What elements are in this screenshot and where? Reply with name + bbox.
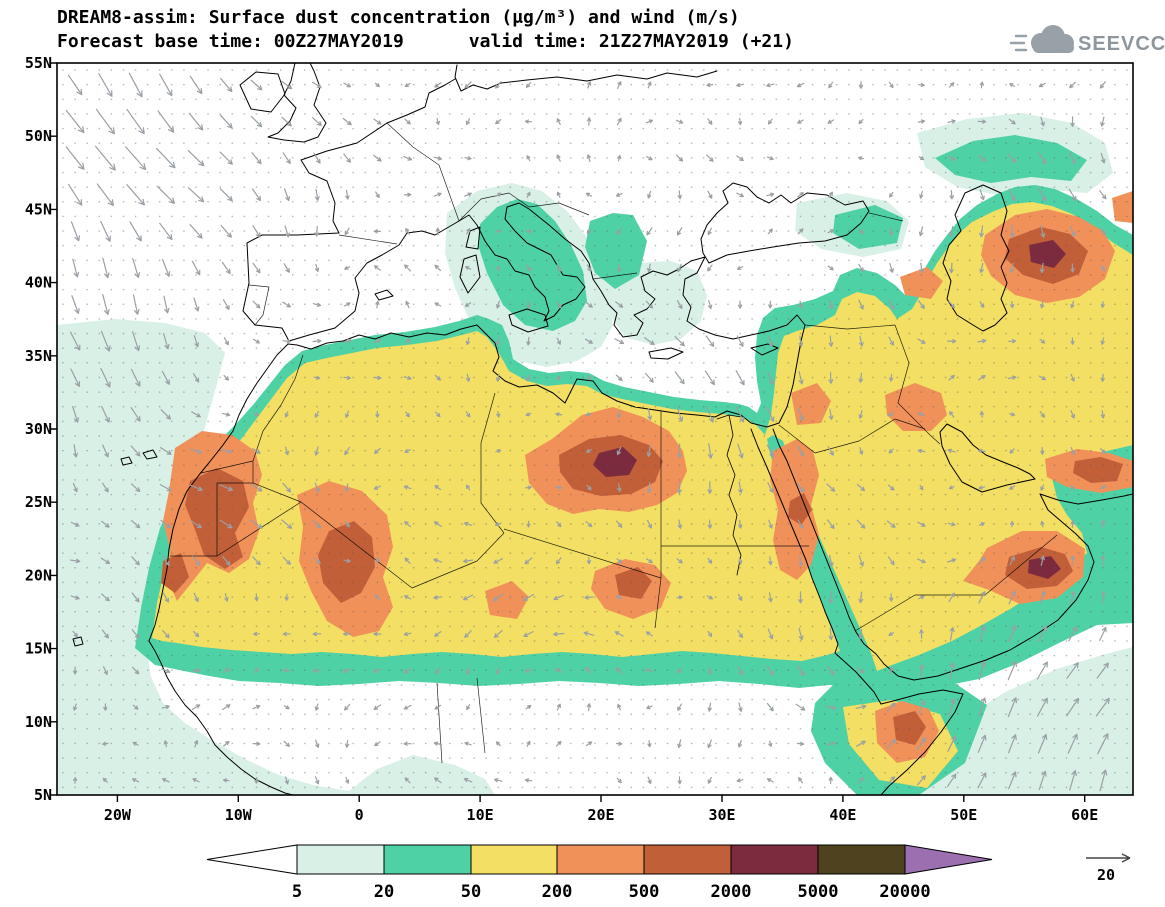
- lat-label: 25N: [25, 493, 52, 511]
- lat-label: 35N: [25, 347, 52, 365]
- lat-label: 40N: [25, 274, 52, 292]
- lon-label: 40E: [829, 806, 856, 824]
- coastline-path: [700, 182, 870, 264]
- coastline-path: [148, 122, 806, 795]
- colorbar-over-arrow: [904, 844, 993, 875]
- seevccc-logo: SEEVCCC: [1009, 25, 1165, 55]
- lon-label: 20W: [104, 806, 132, 824]
- colorbar-seg-500-2000: [643, 844, 732, 875]
- colorbar-under-arrow: [206, 844, 298, 875]
- lon-label: 10E: [467, 806, 494, 824]
- lon-label: 50E: [950, 806, 977, 824]
- lat-axis: 55N 50N 45N 40N 35N 30N 25N 20N 15N 10N …: [25, 54, 52, 804]
- lon-label: 20E: [587, 806, 614, 824]
- page-title: DREAM8-assim: Surface dust concentration…: [57, 7, 740, 28]
- lon-label: 10W: [225, 806, 253, 824]
- colorbar-label: 20000: [879, 882, 930, 902]
- coastline-path: [750, 428, 964, 795]
- coastline-path: [772, 428, 1133, 681]
- map-canvas: [57, 63, 1133, 795]
- colorbar-seg-5000-20000: [817, 844, 906, 875]
- lat-label: 30N: [25, 420, 52, 438]
- lat-label: 20N: [25, 566, 52, 584]
- logo-text: SEEVCCC: [1078, 33, 1165, 55]
- coastlines: [72, 63, 1133, 795]
- border-path: [170, 354, 809, 764]
- lon-label: 60E: [1071, 806, 1098, 824]
- colorbar-seg-200-500: [556, 844, 645, 875]
- coastline-path: [939, 423, 1036, 493]
- axis-ticks: [50, 62, 1086, 802]
- lat-lon-dot-grid: [57, 63, 1133, 795]
- lat-label: 55N: [25, 54, 52, 72]
- forecast-time-line: Forecast base time: 00Z27MAY2019 valid t…: [57, 31, 794, 52]
- nile-river: [716, 414, 742, 576]
- wind-arrows-path: [65, 72, 1110, 792]
- lon-label: 30E: [708, 806, 735, 824]
- colorbar-label: 5000: [798, 882, 839, 902]
- wind-reference: 20: [1086, 853, 1131, 884]
- colorbar-label: 50: [461, 882, 481, 902]
- coastline-path: [386, 64, 718, 124]
- lat-label: 45N: [25, 200, 52, 218]
- colorbar-label: 200: [542, 882, 573, 902]
- colorbar-label: 5: [292, 882, 302, 902]
- lat-label: 50N: [25, 127, 52, 145]
- coastline-path: [239, 63, 327, 143]
- colorbar-label: 2000: [711, 882, 752, 902]
- seevccc-cloud-icon: [1009, 25, 1074, 53]
- colorbar-label: 20: [374, 882, 394, 902]
- coastline-path: [942, 184, 1010, 332]
- wind-reference-arrow-icon: [1086, 853, 1131, 863]
- colorbar-seg-50-200: [470, 844, 558, 875]
- lat-label: 10N: [25, 713, 52, 731]
- wind-reference-value: 20: [1097, 866, 1115, 884]
- country-borders: [170, 122, 1058, 764]
- lon-label: 0: [355, 806, 364, 824]
- wind-vector-field: [65, 72, 1110, 792]
- colorbar-seg-2000-5000: [730, 844, 819, 875]
- coastline-path: [72, 226, 779, 647]
- colorbar-seg-20-50: [383, 844, 472, 875]
- colorbar-seg-5-20: [296, 844, 385, 875]
- lat-label: 5N: [34, 786, 52, 804]
- lon-axis: 20W 10W 0 10E 20E 30E 40E 50E 60E: [104, 806, 1098, 824]
- colorbar: 5 20 50 200 500 2000 5000 20000: [206, 844, 993, 902]
- lat-label: 15N: [25, 640, 52, 658]
- colorbar-label: 500: [629, 882, 660, 902]
- border-path: [778, 324, 1058, 632]
